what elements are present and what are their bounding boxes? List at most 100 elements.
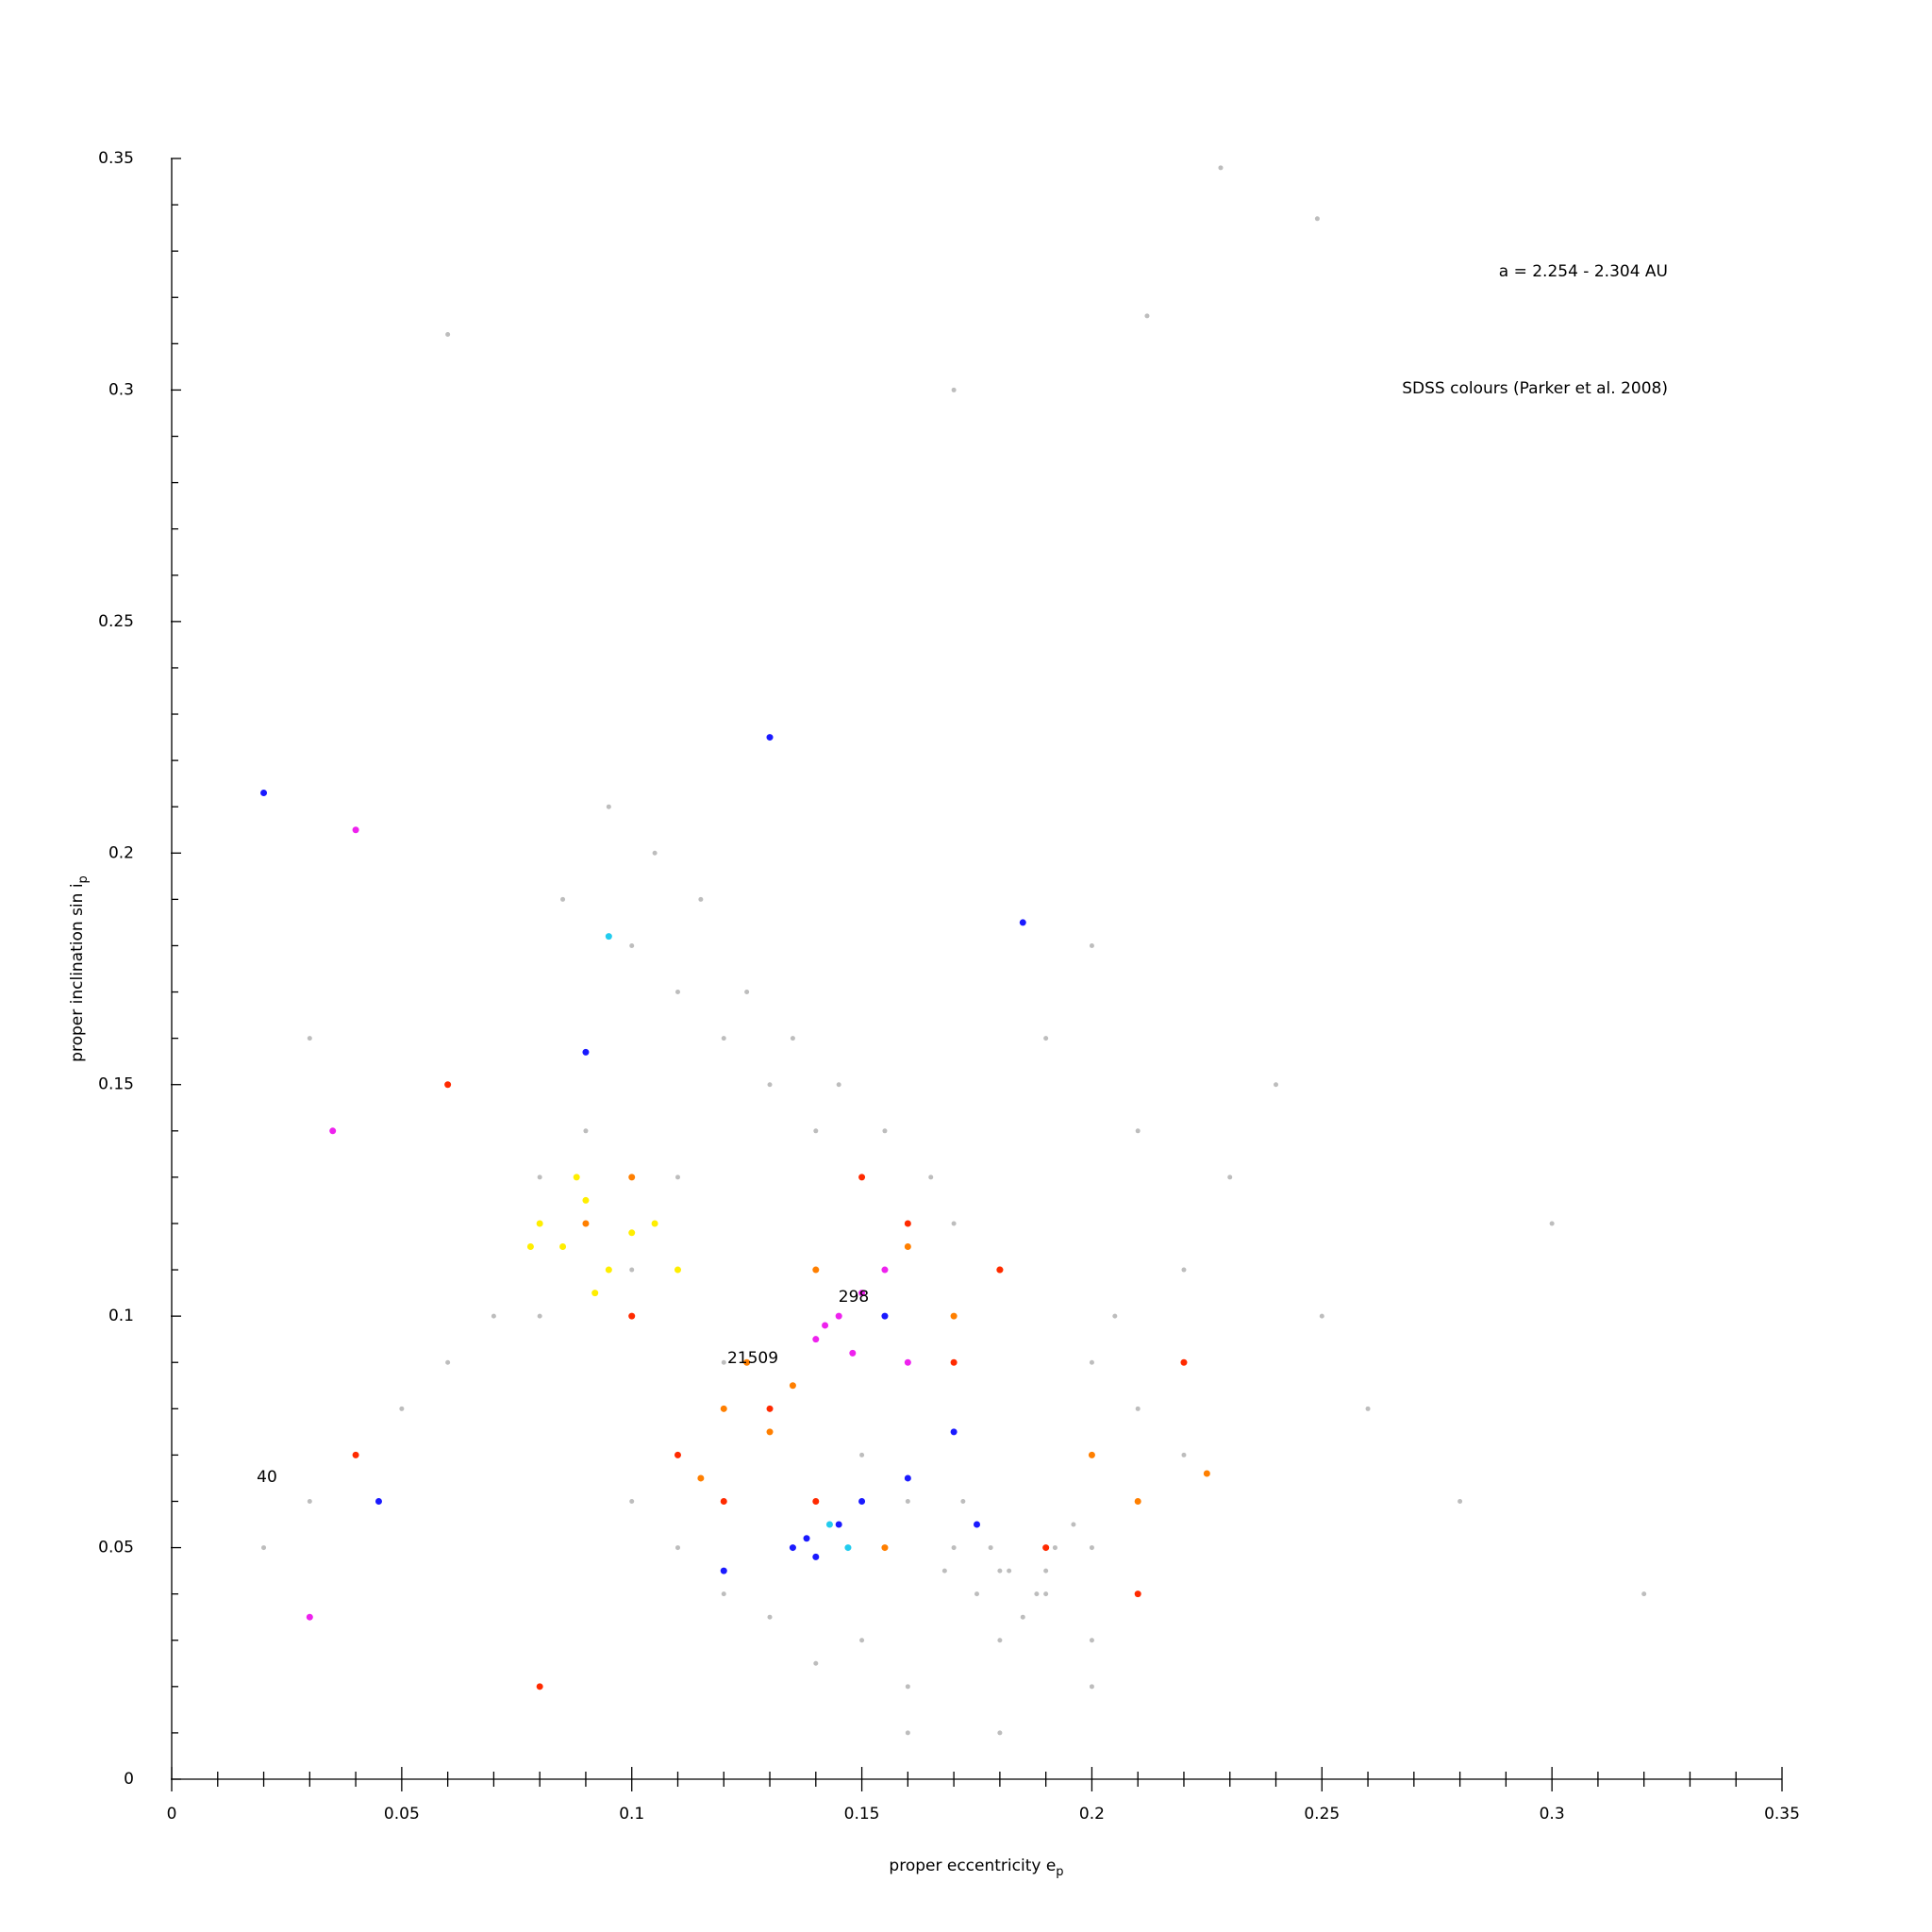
y-tick-label: 0.15 bbox=[98, 1075, 134, 1094]
point bbox=[536, 1683, 543, 1690]
point bbox=[766, 1428, 774, 1436]
point bbox=[767, 1614, 773, 1620]
point bbox=[1549, 1221, 1555, 1226]
point bbox=[951, 387, 957, 392]
point bbox=[721, 1036, 726, 1041]
point bbox=[835, 1312, 842, 1320]
point bbox=[951, 1221, 957, 1226]
point bbox=[844, 1544, 852, 1552]
point bbox=[789, 1544, 796, 1552]
point bbox=[1019, 919, 1026, 926]
point bbox=[1641, 1591, 1647, 1597]
x-tick-label: 0.15 bbox=[844, 1805, 880, 1824]
point bbox=[1089, 1545, 1094, 1551]
point bbox=[399, 1406, 405, 1411]
point bbox=[950, 1428, 958, 1436]
point bbox=[329, 1127, 337, 1135]
point bbox=[591, 1290, 599, 1297]
point bbox=[1007, 1568, 1012, 1574]
point bbox=[536, 1220, 543, 1227]
point bbox=[674, 1451, 681, 1458]
point bbox=[1274, 1082, 1279, 1088]
point bbox=[1089, 1638, 1094, 1643]
point bbox=[904, 1243, 911, 1251]
point bbox=[881, 1266, 889, 1274]
point bbox=[605, 1266, 612, 1274]
source-note: SDSS colours (Parker et al. 2008) bbox=[1402, 379, 1668, 398]
point bbox=[306, 1613, 313, 1621]
point bbox=[1227, 1174, 1233, 1180]
point bbox=[1135, 1128, 1141, 1134]
point bbox=[905, 1498, 910, 1504]
point bbox=[560, 896, 566, 902]
x-tick-label: 0.2 bbox=[1079, 1805, 1105, 1824]
point bbox=[928, 1174, 934, 1180]
point bbox=[307, 1036, 312, 1041]
point bbox=[444, 1081, 452, 1089]
point bbox=[905, 1730, 910, 1736]
point bbox=[1071, 1522, 1076, 1527]
point bbox=[629, 1267, 635, 1273]
point bbox=[629, 942, 635, 948]
point bbox=[813, 1128, 819, 1134]
point bbox=[1089, 942, 1094, 948]
point bbox=[582, 1220, 590, 1227]
point bbox=[766, 734, 774, 741]
point bbox=[904, 1474, 911, 1482]
point bbox=[960, 1498, 966, 1504]
point bbox=[1112, 1313, 1118, 1319]
point bbox=[1089, 1359, 1094, 1365]
y-tick-label: 0.3 bbox=[108, 380, 134, 399]
point bbox=[352, 826, 359, 834]
point-annotation: 40 bbox=[257, 1468, 277, 1487]
point bbox=[996, 1266, 1004, 1274]
point bbox=[559, 1243, 567, 1251]
range-note: a = 2.254 - 2.304 AU bbox=[1499, 262, 1668, 281]
y-tick-label: 0.35 bbox=[98, 149, 134, 168]
point bbox=[1218, 165, 1224, 171]
x-tick-label: 0.35 bbox=[1764, 1805, 1800, 1824]
point bbox=[1052, 1545, 1058, 1551]
point bbox=[445, 1359, 451, 1365]
point bbox=[628, 1312, 636, 1320]
point bbox=[720, 1497, 727, 1505]
y-axis-label: proper inclination sin ip bbox=[68, 875, 91, 1062]
point bbox=[261, 1545, 267, 1551]
point bbox=[859, 1452, 865, 1457]
point bbox=[812, 1553, 820, 1560]
x-tick-label: 0.05 bbox=[384, 1805, 420, 1824]
y-tick-label: 0.05 bbox=[98, 1539, 134, 1557]
point bbox=[882, 1128, 888, 1134]
point bbox=[836, 1082, 841, 1088]
point bbox=[582, 1196, 590, 1204]
point bbox=[858, 1174, 866, 1181]
point bbox=[904, 1358, 911, 1366]
point bbox=[675, 1174, 680, 1180]
point bbox=[721, 1591, 726, 1597]
point bbox=[352, 1451, 359, 1458]
point bbox=[537, 1174, 542, 1180]
point bbox=[720, 1405, 727, 1412]
point bbox=[1043, 1036, 1049, 1041]
point bbox=[1180, 1358, 1188, 1366]
point bbox=[721, 1359, 726, 1365]
point bbox=[1181, 1267, 1187, 1273]
point bbox=[260, 789, 268, 796]
point bbox=[1020, 1614, 1025, 1620]
point-annotation: 298 bbox=[839, 1288, 869, 1307]
point bbox=[859, 1638, 865, 1643]
point bbox=[858, 1290, 866, 1297]
point bbox=[997, 1730, 1003, 1736]
point bbox=[675, 990, 680, 995]
point bbox=[905, 1684, 910, 1690]
x-tick-label: 0.25 bbox=[1304, 1805, 1340, 1824]
point bbox=[803, 1535, 810, 1542]
point bbox=[790, 1036, 795, 1041]
point bbox=[651, 1220, 658, 1227]
point bbox=[743, 1358, 751, 1366]
point bbox=[835, 1521, 842, 1528]
x-axis-label: proper eccentricity ep bbox=[889, 1857, 1063, 1879]
point bbox=[720, 1567, 727, 1574]
point bbox=[849, 1349, 857, 1357]
